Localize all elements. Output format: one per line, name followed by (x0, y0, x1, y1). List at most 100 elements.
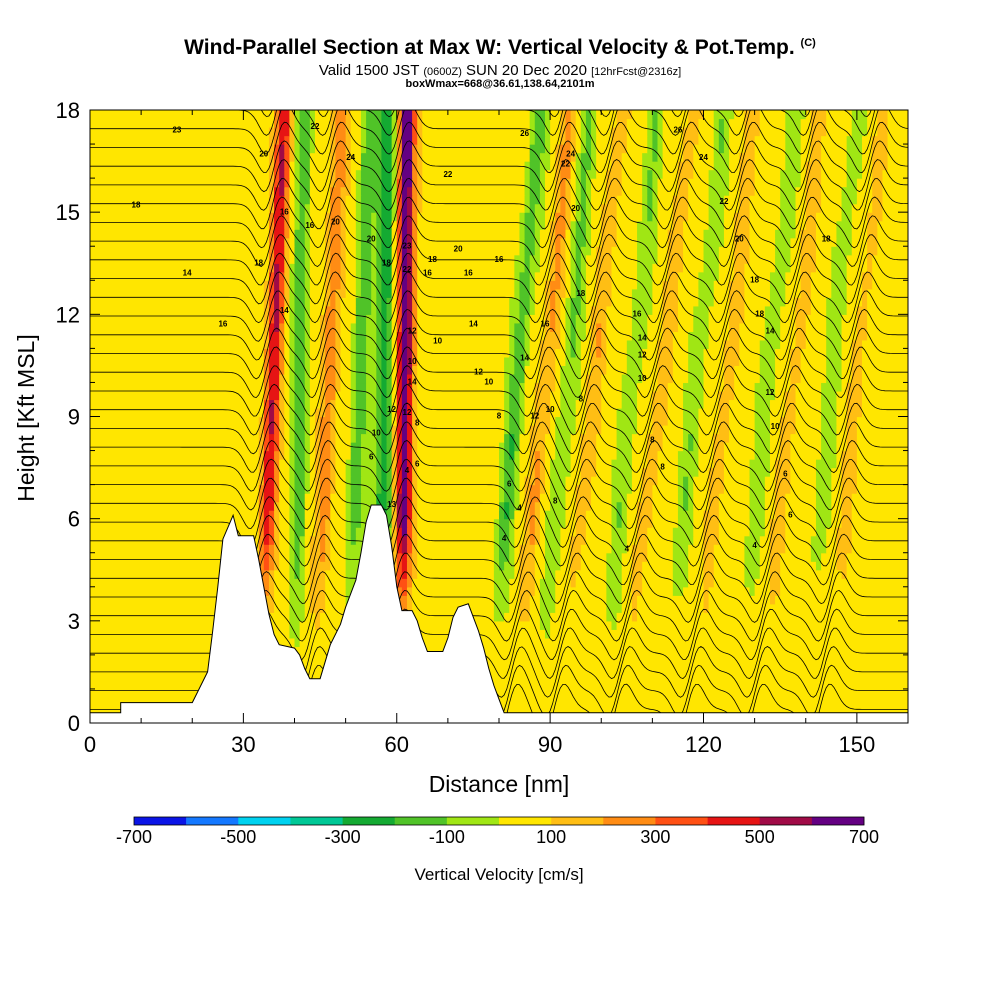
velocity-cell (683, 484, 689, 494)
velocity-cell (294, 467, 306, 477)
velocity-cell (575, 493, 592, 503)
velocity-cell (611, 246, 638, 256)
velocity-cell (401, 586, 408, 596)
velocity-cell (509, 433, 515, 443)
velocity-cell (611, 535, 628, 545)
velocity-cell (519, 433, 531, 443)
velocity-cell (723, 373, 735, 384)
velocity-cell (412, 527, 418, 537)
velocity-cell (381, 442, 388, 452)
velocity-cell (723, 450, 756, 460)
velocity-cell (381, 399, 388, 409)
velocity-cell (652, 297, 664, 307)
velocity-cell (744, 552, 761, 562)
velocity-cell (284, 322, 290, 332)
velocity-cell (519, 288, 531, 298)
velocity-cell (294, 442, 306, 452)
velocity-cell (412, 407, 418, 418)
velocity-cell (330, 544, 347, 554)
velocity-cell (391, 110, 398, 120)
velocity-cell (401, 161, 413, 171)
velocity-cell (493, 544, 500, 554)
velocity-cell (683, 442, 689, 452)
velocity-cell (376, 467, 383, 477)
velocity-cell (631, 603, 638, 613)
velocity-cell (647, 178, 653, 188)
velocity-cell (637, 399, 653, 409)
velocity-cell (335, 484, 347, 494)
velocity-cell (335, 152, 347, 162)
velocity-cell (396, 450, 403, 460)
velocity-cell (345, 493, 352, 503)
velocity-cell (396, 331, 403, 341)
velocity-cell (340, 365, 352, 375)
velocity-cell (631, 331, 648, 341)
velocity-cell (841, 467, 858, 477)
velocity-cell (652, 484, 679, 494)
velocity-cell (539, 229, 551, 239)
velocity-cell (412, 578, 495, 588)
velocity-cell (274, 535, 280, 545)
isentrope-label: 16 (464, 269, 473, 278)
velocity-cell (708, 322, 730, 332)
velocity-cell (381, 195, 393, 205)
velocity-cell (683, 152, 694, 162)
velocity-cell (729, 425, 756, 435)
velocity-cell (340, 263, 347, 273)
velocity-cell (263, 535, 270, 545)
velocity-cell (575, 118, 582, 128)
velocity-cell (744, 118, 761, 128)
velocity-cell (642, 348, 659, 358)
velocity-cell (662, 152, 684, 162)
velocity-cell (529, 280, 536, 290)
velocity-cell (401, 339, 408, 349)
velocity-cell (631, 612, 638, 622)
velocity-cell (713, 288, 730, 298)
velocity-cell (652, 127, 659, 137)
velocity-cell (335, 331, 342, 341)
velocity-cell (754, 161, 786, 171)
velocity-cell (294, 229, 306, 239)
velocity-cell (401, 382, 408, 392)
velocity-cell (749, 229, 776, 239)
velocity-cell (325, 365, 336, 375)
velocity-cell (360, 263, 372, 273)
velocity-cell (565, 476, 582, 486)
velocity-cell (376, 373, 383, 384)
velocity-cell (851, 339, 863, 349)
velocity-cell (381, 322, 388, 332)
velocity-cell (493, 561, 500, 571)
velocity-cell (550, 459, 572, 469)
y-tick-label: 6 (68, 507, 80, 532)
velocity-cell (616, 501, 623, 511)
velocity-cell (304, 263, 311, 273)
velocity-cell (524, 322, 531, 332)
velocity-cell (304, 254, 311, 264)
velocity-cell (340, 195, 347, 205)
velocity-cell (422, 152, 531, 162)
velocity-cell (611, 152, 623, 162)
velocity-cell (775, 510, 786, 520)
velocity-cell (355, 186, 362, 196)
velocity-cell (683, 425, 699, 435)
velocity-cell (856, 442, 908, 452)
velocity-cell (555, 237, 561, 247)
velocity-cell (575, 195, 582, 205)
velocity-cell (667, 254, 684, 264)
velocity-cell (325, 237, 331, 247)
velocity-cell (355, 305, 372, 315)
velocity-cell (729, 118, 745, 128)
velocity-cell (268, 442, 275, 452)
velocity-cell (826, 527, 838, 537)
velocity-cell (412, 373, 418, 384)
velocity-cell (867, 237, 878, 247)
velocity-cell (555, 603, 607, 613)
velocity-cell (693, 161, 715, 171)
velocity-cell (304, 612, 316, 622)
velocity-cell (345, 169, 352, 179)
velocity-cell (703, 365, 725, 375)
velocity-cell (775, 229, 797, 239)
velocity-cell (289, 144, 296, 154)
velocity-cell (550, 263, 556, 273)
isentrope-line (90, 402, 908, 455)
